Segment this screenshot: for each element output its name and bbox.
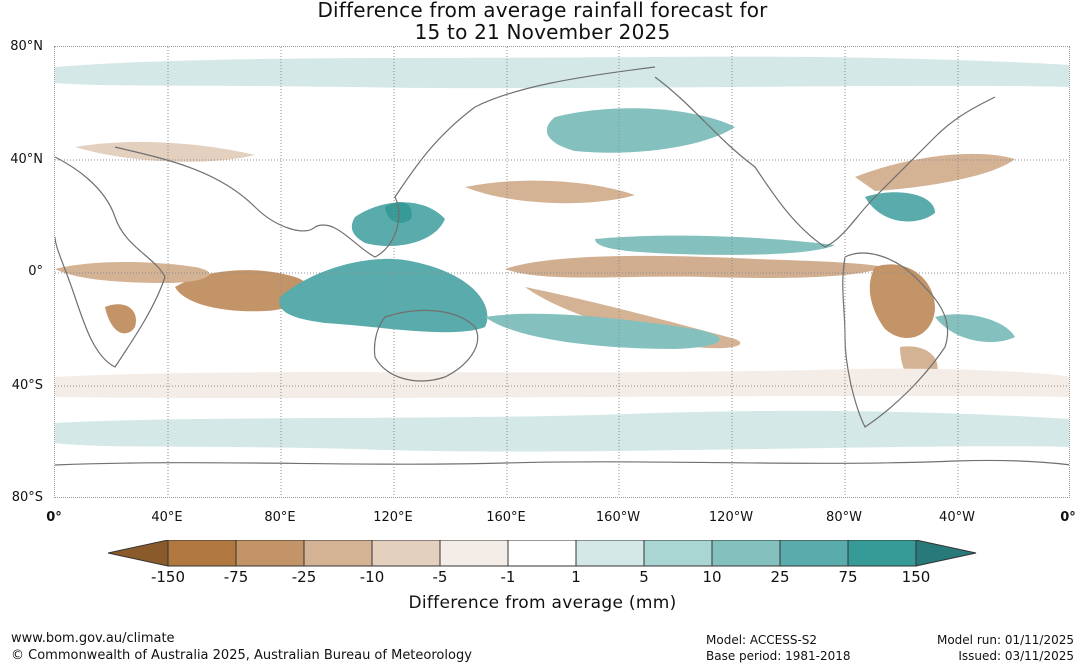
wet-region-caribbean <box>865 192 935 222</box>
colour-bar-tick-label: 150 <box>901 568 931 586</box>
colour-bar-high-extension <box>915 540 977 567</box>
wet-region-maritime-continent <box>279 258 488 333</box>
lon-label-80w: 80°W <box>826 510 862 525</box>
dry-region-north-atlantic <box>855 153 1015 191</box>
lat-label-40s: 40°S <box>11 378 43 393</box>
lon-label-40w: 40°W <box>939 510 975 525</box>
lon-label-0-east: 0° <box>1060 510 1076 525</box>
dry-region-south-america <box>869 264 935 339</box>
dry-region-north-pacific <box>465 180 635 204</box>
colour-bar-tick-label: -1 <box>500 568 516 586</box>
dry-region-indian-ocean <box>175 270 310 312</box>
lon-label-0-west: 0° <box>46 510 62 525</box>
antarctica-coast <box>55 459 1069 466</box>
colour-bar-segment <box>779 540 849 567</box>
copyright-text: © Commonwealth of Australia 2025, Austra… <box>11 648 472 663</box>
colour-bar-segment <box>507 540 577 567</box>
colour-bar-tick-label: -5 <box>432 568 448 586</box>
wet-region-southern-ocean <box>55 410 1069 452</box>
lon-label-160e: 160°E <box>486 510 526 525</box>
dry-region-europe <box>75 141 255 162</box>
wet-region-spcz <box>485 313 720 349</box>
lon-label-40e: 40°E <box>151 510 183 525</box>
australia-coast <box>373 309 479 382</box>
colour-bar-segment <box>371 540 441 567</box>
colour-bar-segment <box>439 540 509 567</box>
dry-region-equatorial-pacific <box>505 255 885 278</box>
wet-region-south-atlantic <box>935 314 1015 343</box>
map-title-line-2: 15 to 21 November 2025 <box>414 20 671 44</box>
wet-region-arctic <box>55 56 1069 89</box>
colour-bar-tick-label: 5 <box>639 568 649 586</box>
wet-anomaly-regions <box>55 56 1069 452</box>
model-run-date: Model run: 01/11/2025 <box>936 633 1074 647</box>
lat-label-80s: 80°S <box>11 490 43 505</box>
rainfall-anomaly-map <box>54 46 1070 498</box>
africa-coast <box>55 156 166 368</box>
colour-bar-tick-label: -150 <box>150 568 186 586</box>
dry-anomaly-regions <box>55 141 1069 399</box>
colour-bar-segment <box>847 540 917 567</box>
colour-bar-tick-label: -10 <box>359 568 385 586</box>
map-svg <box>55 47 1069 497</box>
base-period: Base period: 1981-2018 <box>706 649 851 663</box>
lon-label-120e: 120°E <box>373 510 413 525</box>
lon-label-80e: 80°E <box>264 510 296 525</box>
dry-region-africa-south <box>105 304 136 334</box>
colour-bar-tick-label: -75 <box>223 568 249 586</box>
wet-region-itcz-east <box>595 235 835 255</box>
wet-region-japan <box>385 202 412 223</box>
dry-region-southern-ocean <box>55 368 1069 399</box>
colour-bar-segment <box>303 540 373 567</box>
lat-label-80n: 80°N <box>10 39 43 54</box>
lat-label-40n: 40°N <box>10 152 43 167</box>
colour-bar-low-extension <box>108 540 169 567</box>
colour-bar-segment <box>575 540 645 567</box>
colour-bar-tick-label: 10 <box>702 568 722 586</box>
lat-label-equator: 0° <box>28 264 43 279</box>
dry-region-indian-west <box>55 262 210 283</box>
lon-label-160w: 160°W <box>595 510 641 525</box>
colour-bar <box>108 540 977 567</box>
lon-label-120w: 120°W <box>708 510 754 525</box>
colour-bar-segment <box>167 540 237 567</box>
colour-bar-tick-label: -25 <box>291 568 317 586</box>
colour-bar-segment <box>235 540 305 567</box>
colour-bar-tick-label: 25 <box>770 568 790 586</box>
map-title-line-1: Difference from average rainfall forecas… <box>317 0 768 22</box>
north-america-coast <box>654 76 996 248</box>
graticule <box>55 47 1069 497</box>
colour-bar-segment <box>643 540 713 567</box>
wet-region-north-pacific <box>546 108 735 153</box>
colour-bar-segment <box>711 540 781 567</box>
colour-bar-label: Difference from average (mm) <box>408 593 677 613</box>
website-link[interactable]: www.bom.gov.au/climate <box>11 631 175 646</box>
eurasia-coast <box>114 66 656 258</box>
issued-date: Issued: 03/11/2025 <box>958 649 1074 663</box>
colour-bar-tick-label: 75 <box>838 568 858 586</box>
colour-bar-tick-label: 1 <box>571 568 581 586</box>
model-name: Model: ACCESS-S2 <box>706 633 818 647</box>
